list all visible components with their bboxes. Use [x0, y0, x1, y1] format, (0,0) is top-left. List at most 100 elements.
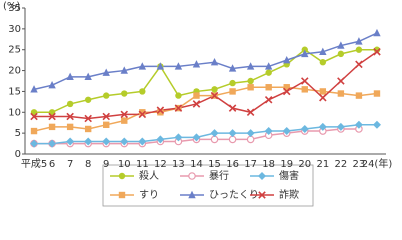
- marker: [121, 117, 128, 124]
- marker: [193, 92, 200, 99]
- marker: [138, 137, 147, 146]
- marker: [121, 90, 128, 97]
- series-line: [34, 48, 377, 114]
- x-tick-label: 19: [280, 159, 293, 170]
- y-tick-label: 20: [8, 66, 21, 77]
- x-tick-label: 10: [118, 159, 131, 170]
- marker: [301, 86, 308, 93]
- marker: [300, 124, 309, 133]
- marker: [247, 77, 254, 85]
- marker: [228, 135, 237, 144]
- y-tick-label: 15: [8, 86, 21, 97]
- x-tick-label: 8: [85, 159, 91, 170]
- marker: [283, 55, 291, 64]
- marker: [337, 50, 345, 58]
- marker: [174, 62, 183, 70]
- marker: [246, 129, 255, 138]
- x-tick-label: 9: [103, 159, 109, 170]
- marker: [138, 62, 147, 70]
- marker: [66, 100, 74, 108]
- x-tick-label: 18: [262, 159, 275, 170]
- y-axis-label: (%): [3, 1, 20, 12]
- y-tick-label: 0: [15, 149, 21, 160]
- marker: [337, 90, 345, 97]
- marker: [192, 100, 201, 108]
- x-tick-label: 22: [335, 159, 348, 170]
- marker: [84, 96, 92, 103]
- marker: [156, 106, 165, 114]
- marker: [84, 114, 92, 123]
- legend-label: 傷害: [279, 169, 299, 182]
- marker: [157, 109, 164, 116]
- marker: [66, 123, 74, 131]
- x-tick-label: 6: [49, 159, 55, 170]
- marker: [48, 123, 56, 131]
- marker: [30, 139, 39, 148]
- marker: [175, 92, 182, 99]
- marker: [102, 68, 110, 76]
- x-tick-label: 13: [172, 159, 185, 170]
- legend-marker: [258, 172, 266, 180]
- marker: [301, 77, 309, 85]
- x-tick-label: 20: [298, 159, 311, 170]
- chart: (%) 0 5 10 15 20 25 30 35 平成5 6 7 8 9 10 11 12 13 14 15 16 1…: [3, 1, 393, 207]
- marker: [156, 62, 165, 70]
- marker: [211, 86, 218, 93]
- y-tick-label: 25: [8, 45, 21, 56]
- marker: [229, 88, 236, 95]
- marker: [246, 108, 255, 117]
- marker: [301, 49, 309, 58]
- legend-marker: [258, 191, 266, 199]
- marker: [337, 41, 345, 49]
- marker: [48, 112, 56, 121]
- y-tick-label: 30: [8, 24, 21, 35]
- marker: [30, 127, 38, 135]
- marker: [372, 120, 381, 129]
- marker: [246, 62, 255, 70]
- marker: [139, 109, 146, 116]
- marker: [84, 72, 92, 81]
- marker: [66, 112, 74, 121]
- marker: [228, 64, 237, 72]
- y-tick-label: 35: [8, 3, 21, 14]
- marker: [282, 127, 291, 136]
- marker: [210, 91, 219, 100]
- marker: [228, 104, 237, 112]
- marker: [174, 133, 183, 142]
- x-tick-label: 11: [136, 159, 149, 170]
- marker: [120, 110, 129, 119]
- marker: [354, 120, 363, 129]
- legend-label: 暴行: [209, 169, 229, 182]
- marker: [30, 112, 38, 121]
- legend-marker: [118, 172, 126, 180]
- marker: [210, 58, 219, 66]
- x-tick-label: 平成5: [21, 158, 47, 170]
- marker: [48, 80, 56, 89]
- series-line: [33, 32, 378, 91]
- marker: [210, 135, 219, 144]
- marker: [264, 62, 273, 70]
- marker: [264, 96, 273, 104]
- marker: [373, 28, 381, 37]
- marker: [48, 139, 57, 148]
- marker: [102, 112, 110, 121]
- marker: [265, 84, 272, 91]
- marker: [247, 84, 254, 91]
- marker: [30, 85, 38, 93]
- marker: [210, 129, 219, 138]
- x-tick-label: 24(年): [362, 157, 393, 170]
- marker: [103, 92, 110, 99]
- marker: [355, 60, 363, 69]
- marker: [373, 48, 381, 56]
- marker: [66, 137, 75, 146]
- marker: [138, 110, 147, 119]
- legend-label: ひったくり: [209, 189, 259, 201]
- marker: [336, 122, 345, 131]
- x-tick-label: 7: [67, 159, 73, 170]
- legend-label: 殺人: [139, 169, 159, 182]
- x-tick-label: 12: [154, 159, 167, 170]
- marker: [84, 137, 93, 146]
- marker: [139, 88, 146, 95]
- marker: [319, 47, 327, 55]
- x-tick-label: 16: [226, 159, 239, 170]
